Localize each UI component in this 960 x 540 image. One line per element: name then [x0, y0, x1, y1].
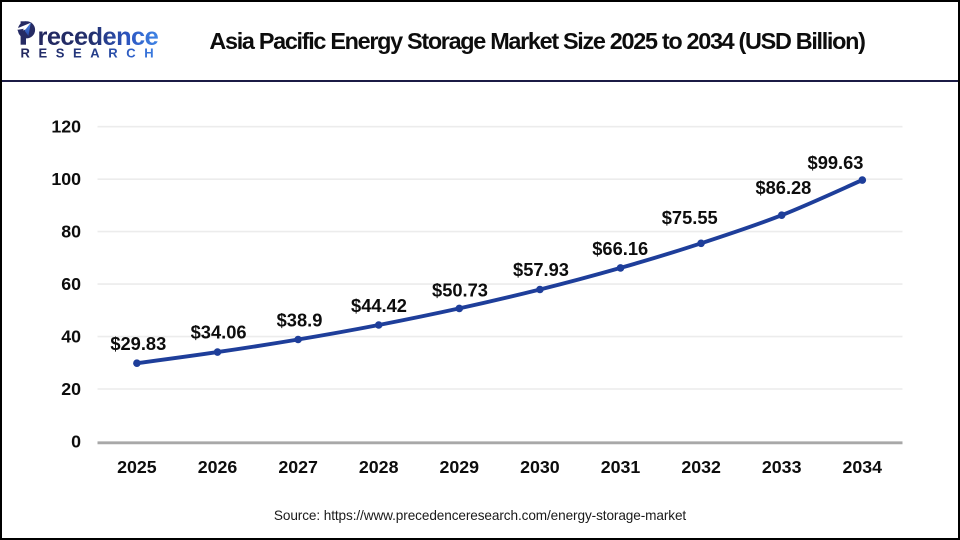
svg-text:2025: 2025 [117, 457, 157, 477]
svg-text:$50.73: $50.73 [432, 280, 488, 301]
svg-text:$75.55: $75.55 [662, 207, 718, 228]
svg-text:$66.16: $66.16 [592, 238, 648, 259]
svg-text:100: 100 [51, 169, 81, 189]
svg-text:120: 120 [51, 117, 81, 137]
svg-text:RESEARCH: RESEARCH [21, 46, 163, 61]
svg-text:20: 20 [61, 379, 81, 399]
svg-text:2028: 2028 [359, 457, 399, 477]
svg-text:40: 40 [61, 327, 81, 347]
svg-text:recedence: recedence [38, 23, 159, 51]
svg-text:$34.06: $34.06 [191, 322, 247, 343]
svg-text:$38.9: $38.9 [277, 310, 323, 331]
svg-text:2033: 2033 [762, 457, 802, 477]
svg-text:0: 0 [71, 432, 81, 452]
svg-text:$99.63: $99.63 [808, 152, 864, 173]
svg-text:60: 60 [61, 274, 81, 294]
svg-text:2027: 2027 [278, 457, 318, 477]
svg-text:80: 80 [61, 222, 81, 242]
svg-text:$29.83: $29.83 [110, 333, 166, 354]
svg-text:2026: 2026 [198, 457, 238, 477]
svg-text:$44.42: $44.42 [351, 295, 407, 316]
svg-text:2032: 2032 [681, 457, 721, 477]
svg-text:2031: 2031 [601, 457, 641, 477]
svg-text:Source: https://www.precedence: Source: https://www.precedenceresearch.c… [274, 508, 686, 523]
svg-text:2030: 2030 [520, 457, 560, 477]
svg-text:2034: 2034 [843, 457, 883, 477]
svg-text:$57.93: $57.93 [513, 259, 569, 280]
svg-text:2029: 2029 [440, 457, 480, 477]
svg-text:$86.28: $86.28 [755, 177, 811, 198]
